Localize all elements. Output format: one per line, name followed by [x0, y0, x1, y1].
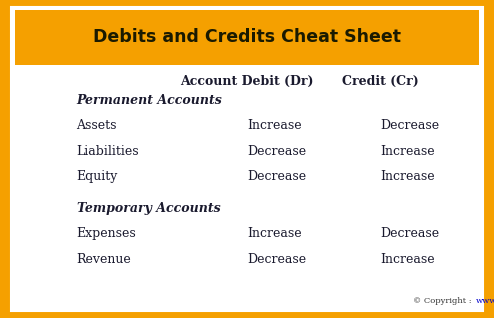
Text: Equity: Equity — [77, 170, 118, 183]
Text: Credit (Cr): Credit (Cr) — [342, 75, 419, 87]
Text: Revenue: Revenue — [77, 253, 131, 266]
Text: Increase: Increase — [380, 170, 435, 183]
Text: Liabilities: Liabilities — [77, 145, 139, 157]
Text: Decrease: Decrease — [380, 227, 440, 240]
Text: Permanent Accounts: Permanent Accounts — [77, 94, 222, 107]
Text: Increase: Increase — [247, 119, 302, 132]
Text: Decrease: Decrease — [247, 253, 306, 266]
Text: Temporary Accounts: Temporary Accounts — [77, 202, 220, 215]
Text: Assets: Assets — [77, 119, 117, 132]
Text: Decrease: Decrease — [380, 119, 440, 132]
Text: Increase: Increase — [247, 227, 302, 240]
Text: Increase: Increase — [380, 253, 435, 266]
Text: Increase: Increase — [380, 145, 435, 157]
Text: Decrease: Decrease — [247, 145, 306, 157]
Text: Account Debit (Dr): Account Debit (Dr) — [180, 75, 314, 87]
Text: Debits and Credits Cheat Sheet: Debits and Credits Cheat Sheet — [93, 28, 401, 46]
FancyBboxPatch shape — [15, 10, 479, 65]
Text: www.beginner-bookkeeping.com: www.beginner-bookkeeping.com — [476, 296, 494, 305]
Text: Decrease: Decrease — [247, 170, 306, 183]
Text: © Copyright :: © Copyright : — [413, 296, 474, 305]
Text: Expenses: Expenses — [77, 227, 136, 240]
FancyBboxPatch shape — [11, 7, 483, 311]
